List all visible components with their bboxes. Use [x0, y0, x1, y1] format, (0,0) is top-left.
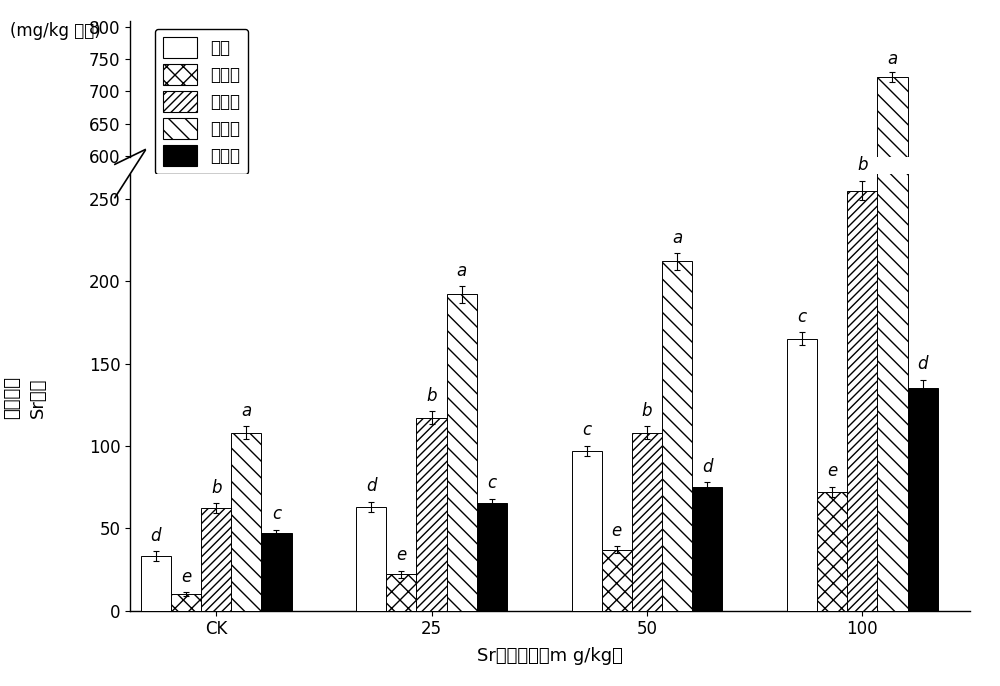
Text: b: b — [426, 387, 437, 405]
Bar — [416, 466, 447, 542]
Text: e: e — [396, 547, 407, 565]
Bar — [572, 480, 602, 542]
Text: b: b — [211, 479, 221, 497]
Bar — [817, 495, 847, 542]
Bar — [477, 504, 507, 611]
Text: d: d — [366, 477, 376, 495]
Text: a: a — [672, 228, 682, 246]
Bar — [447, 418, 477, 542]
Bar — [416, 418, 447, 611]
Bar — [847, 191, 877, 611]
Bar — [877, 0, 908, 611]
Bar — [477, 500, 507, 542]
Text: c: c — [272, 506, 281, 523]
Text: a: a — [457, 261, 467, 279]
Text: c: c — [582, 421, 591, 439]
Bar — [692, 487, 722, 611]
Bar — [141, 521, 171, 542]
Text: 地上部分
Sr含量: 地上部分 Sr含量 — [4, 377, 46, 419]
Bar — [692, 493, 722, 542]
Text: c: c — [797, 307, 807, 326]
Bar — [787, 436, 817, 542]
Bar — [632, 472, 662, 542]
Bar — [847, 377, 877, 542]
Text: e: e — [612, 522, 622, 540]
Text: c: c — [487, 474, 496, 492]
Text: b: b — [642, 401, 652, 420]
Bar — [662, 405, 692, 542]
Bar — [572, 451, 602, 611]
Text: d: d — [917, 355, 928, 373]
Bar — [201, 508, 231, 611]
Bar — [171, 594, 201, 611]
Bar — [261, 533, 292, 611]
Bar — [386, 574, 416, 611]
Bar — [356, 501, 386, 542]
Bar — [817, 492, 847, 611]
Text: d: d — [702, 458, 712, 475]
Bar — [261, 511, 292, 542]
Legend: 苗期, 现蕾期, 开花期, 结荚期, 成熟期: 苗期, 现蕾期, 开花期, 结荚期, 成熟期 — [155, 29, 248, 174]
Bar — [632, 433, 662, 611]
X-axis label: Sr污染浓度（m g/kg）: Sr污染浓度（m g/kg） — [477, 647, 623, 665]
Bar — [141, 556, 171, 611]
Bar — [386, 528, 416, 542]
Bar — [602, 518, 632, 542]
Bar — [908, 388, 938, 611]
Bar — [447, 294, 477, 611]
Text: a: a — [241, 401, 251, 420]
Bar — [201, 501, 231, 542]
Text: a: a — [887, 50, 898, 68]
Bar — [602, 549, 632, 611]
Bar — [787, 339, 817, 611]
Bar — [662, 261, 692, 611]
Bar — [171, 535, 201, 542]
Text: d: d — [151, 527, 161, 545]
Bar — [908, 455, 938, 542]
Text: (mg/kg 干重): (mg/kg 干重) — [10, 22, 100, 40]
Bar — [356, 507, 386, 611]
Text: e: e — [181, 568, 191, 586]
Bar — [877, 78, 908, 542]
Bar — [231, 433, 261, 611]
Bar — [231, 472, 261, 542]
Text: e: e — [827, 462, 837, 480]
Text: b: b — [857, 156, 868, 174]
